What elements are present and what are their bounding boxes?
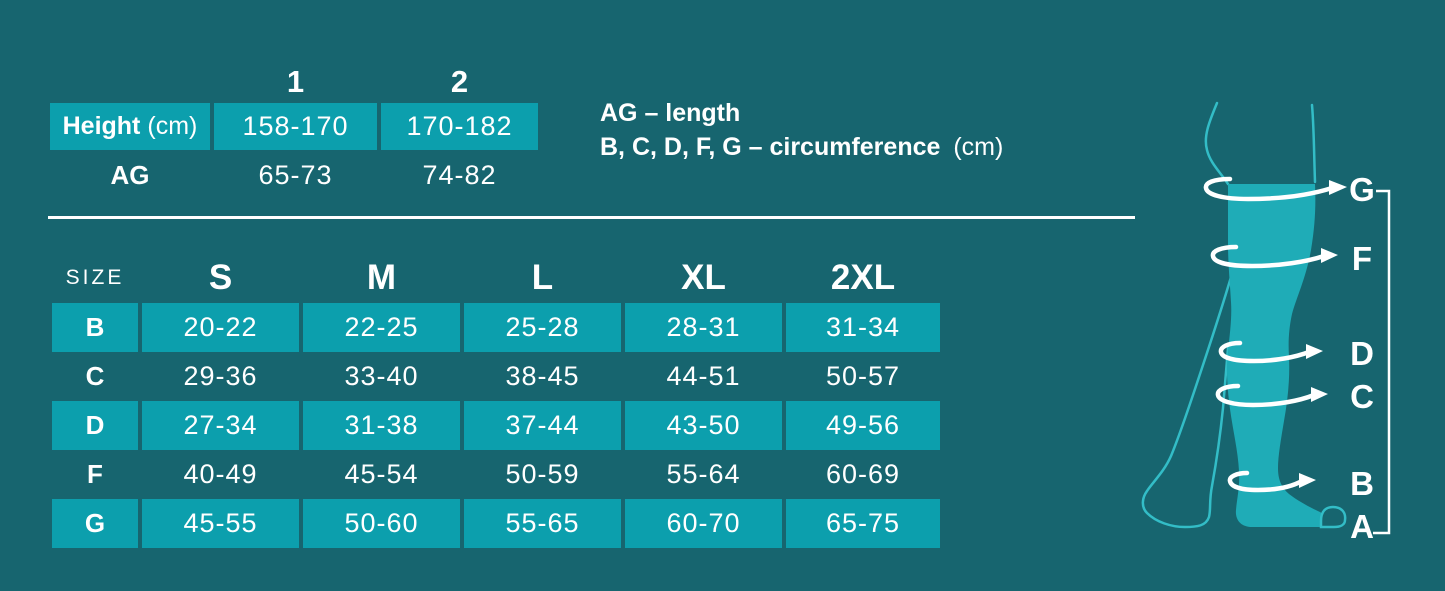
row-c-xl: 44-51 <box>666 361 741 391</box>
size-table-body: B 20-22 22-25 25-28 28-31 31-34 C 29-36 … <box>52 303 940 548</box>
row-f-s: 40-49 <box>183 459 258 489</box>
height-label-unit: (cm) <box>147 112 198 140</box>
arrow-g <box>1203 176 1335 202</box>
label-c: C <box>1350 378 1374 415</box>
arrowhead-c <box>1311 387 1328 402</box>
height-table: 1 2 Height (cm) 158-170 170-182 AG 65-73… <box>50 60 538 200</box>
open-toe-shape <box>1319 505 1347 529</box>
label-d: D <box>1350 335 1374 372</box>
legend-line-circumference: B, C, D, F, G – circumference (cm) <box>600 130 1003 164</box>
row-g-label: G <box>52 499 138 548</box>
size-col-xl: XL <box>681 257 726 297</box>
ag-row-label: AG <box>110 159 150 190</box>
table-row-d: D 27-34 31-38 37-44 43-50 49-56 <box>52 401 940 450</box>
height-row-label: Height (cm) <box>50 103 210 150</box>
row-b-s: 20-22 <box>142 303 299 352</box>
row-f-2xl: 60-69 <box>825 459 901 489</box>
row-d-label: D <box>52 401 138 450</box>
label-f: F <box>1352 240 1372 277</box>
back-leg-outline <box>1141 258 1238 529</box>
height-label-bold: Height <box>62 112 141 140</box>
row-g-s: 45-55 <box>142 499 299 548</box>
row-d-xl: 43-50 <box>625 401 782 450</box>
row-g-2xl: 65-75 <box>786 499 940 548</box>
table-row-f: F 40-49 45-54 50-59 55-64 60-69 <box>52 450 940 499</box>
row-b-label: B <box>52 303 138 352</box>
height-value-size2: 170-182 <box>381 103 538 150</box>
row-d-l: 37-44 <box>464 401 621 450</box>
ag-value-size2: 74-82 <box>422 159 497 190</box>
divider-line <box>48 216 1135 219</box>
table-row-b: B 20-22 22-25 25-28 28-31 31-34 <box>52 303 940 352</box>
ag-row: AG 65-73 74-82 <box>50 150 538 200</box>
length-bracket <box>1373 189 1391 535</box>
stocking-leg-shape <box>1226 184 1324 527</box>
size-table-header-row: SIZE S M L XL 2XL <box>52 252 940 303</box>
leg-outline-lines <box>1141 101 1317 529</box>
circumference-arrows <box>1203 176 1335 493</box>
height-table-corner-empty <box>50 60 210 103</box>
row-g-xl: 60-70 <box>625 499 782 548</box>
row-d-s: 27-34 <box>142 401 299 450</box>
row-f-l: 50-59 <box>505 459 580 489</box>
row-b-l: 25-28 <box>464 303 621 352</box>
row-f-label: F <box>87 459 103 489</box>
row-g-l: 55-65 <box>464 499 621 548</box>
row-c-m: 33-40 <box>344 361 419 391</box>
arrow-b <box>1227 470 1305 493</box>
arrow-c <box>1215 383 1317 408</box>
row-b-m: 22-25 <box>303 303 460 352</box>
arrow-f <box>1210 244 1327 269</box>
row-g-m: 50-60 <box>303 499 460 548</box>
leg-measurement-diagram: G F D C B A <box>1141 101 1391 545</box>
table-row-c: C 29-36 33-40 38-45 44-51 50-57 <box>52 352 940 401</box>
row-c-s: 29-36 <box>183 361 258 391</box>
size-table: SIZE S M L XL 2XL B 20-22 22-25 25-28 28… <box>52 252 940 548</box>
size-col-m: M <box>366 257 397 297</box>
arrowhead-b <box>1299 473 1316 488</box>
arrowhead-g <box>1329 180 1347 195</box>
row-b-xl: 28-31 <box>625 303 782 352</box>
thigh-outline-right <box>1310 103 1317 184</box>
legend-circumference-text: B, C, D, F, G – circumference <box>600 133 941 161</box>
row-c-2xl: 50-57 <box>825 361 901 391</box>
row-f-m: 45-54 <box>344 459 419 489</box>
height-row: Height (cm) 158-170 170-182 <box>50 103 538 150</box>
row-d-2xl: 49-56 <box>786 401 940 450</box>
height-value-size1: 158-170 <box>214 103 377 150</box>
thigh-outline-left <box>1204 101 1230 186</box>
ag-value-size1: 65-73 <box>258 159 333 190</box>
row-c-l: 38-45 <box>505 361 580 391</box>
label-g: G <box>1349 171 1375 208</box>
size-col-2xl: 2XL <box>830 257 896 297</box>
arrowhead-f <box>1321 248 1338 263</box>
label-a: A <box>1350 508 1374 545</box>
legend-line-length: AG – length <box>600 99 741 127</box>
size-col-s: S <box>208 257 233 297</box>
height-table-col-2: 2 <box>450 63 469 99</box>
arrowhead-d <box>1306 344 1323 359</box>
legend: AG – length B, C, D, F, G – circumferenc… <box>600 96 1003 164</box>
label-b: B <box>1350 465 1374 502</box>
row-f-xl: 55-64 <box>666 459 741 489</box>
size-col-l: L <box>531 257 554 297</box>
legend-circumference-unit: (cm) <box>953 133 1004 161</box>
row-d-m: 31-38 <box>303 401 460 450</box>
arrowheads <box>1299 180 1347 488</box>
row-c-label: C <box>85 361 105 391</box>
table-row-g: G 45-55 50-60 55-65 60-70 65-75 <box>52 499 940 548</box>
arrow-d <box>1218 340 1312 364</box>
height-table-col-1: 1 <box>286 63 305 99</box>
row-b-2xl: 31-34 <box>786 303 940 352</box>
height-table-header-row: 1 2 <box>50 60 538 103</box>
size-table-corner-label: SIZE <box>65 265 125 289</box>
